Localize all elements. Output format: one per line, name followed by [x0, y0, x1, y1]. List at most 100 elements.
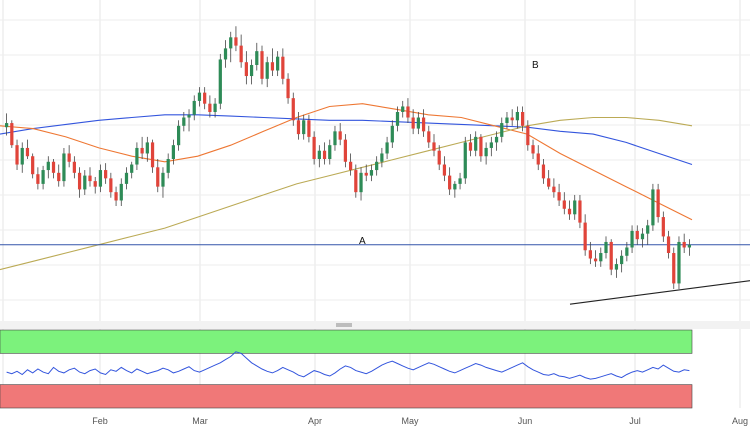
- candle-body: [354, 170, 358, 193]
- candle: [687, 239, 692, 256]
- candle-body: [322, 150, 327, 159]
- candle: [239, 34, 243, 68]
- moving-average-line-3: [0, 116, 693, 271]
- candle: [359, 167, 363, 201]
- candle: [124, 167, 129, 190]
- candle-body: [687, 244, 692, 248]
- candle: [135, 142, 139, 171]
- candle-body: [343, 139, 348, 162]
- oscillator-line: [6, 351, 690, 380]
- candle: [453, 181, 457, 198]
- candle-body: [474, 136, 478, 151]
- candle-body: [437, 150, 441, 165]
- candle-body: [567, 208, 572, 215]
- candle: [150, 139, 155, 173]
- candle: [401, 100, 405, 118]
- candle-body: [109, 178, 113, 193]
- candle-body: [500, 123, 504, 137]
- candle-body: [421, 117, 426, 132]
- moving-average-lines: [0, 103, 693, 271]
- candle: [573, 194, 577, 220]
- candle-body: [630, 230, 634, 248]
- candle: [494, 131, 499, 151]
- candle-body: [213, 103, 217, 112]
- splitter-grip-icon[interactable]: [336, 323, 352, 327]
- x-tick-label: Mar: [192, 416, 208, 426]
- oscillator-panel: [0, 329, 693, 409]
- candle: [354, 164, 358, 198]
- candle-body: [166, 159, 170, 173]
- candle-body: [239, 45, 243, 63]
- candle: [364, 164, 368, 182]
- candle-body: [609, 241, 613, 270]
- panel-splitter-bar[interactable]: [0, 321, 750, 329]
- candle: [10, 120, 14, 148]
- candle: [526, 120, 530, 151]
- candle-body: [411, 117, 415, 129]
- candle-body: [10, 123, 14, 146]
- candle-body: [541, 164, 546, 179]
- candle-body: [416, 117, 420, 129]
- candle-body: [46, 161, 50, 171]
- candle-body: [526, 125, 530, 146]
- candle: [651, 183, 655, 231]
- candle-body: [442, 164, 447, 176]
- candle: [500, 117, 504, 143]
- candle-body: [489, 142, 493, 148]
- candle: [213, 98, 217, 118]
- candle: [666, 230, 671, 259]
- candle-body: [536, 153, 540, 165]
- candle-body: [448, 175, 452, 190]
- candle: [296, 111, 301, 140]
- candle-body: [348, 161, 353, 171]
- candle: [343, 134, 348, 168]
- candle-body: [453, 183, 457, 190]
- candle: [557, 183, 561, 207]
- candle: [458, 172, 462, 190]
- candle: [166, 153, 170, 179]
- candle-body: [380, 153, 384, 162]
- candle: [192, 95, 196, 121]
- candle-body: [661, 217, 665, 237]
- candle-body: [364, 172, 368, 176]
- candle-body: [620, 255, 624, 265]
- trendline: [569, 280, 750, 305]
- candle-body: [161, 172, 165, 187]
- candle-body: [385, 142, 389, 154]
- candle: [468, 134, 473, 157]
- x-tick-label: May: [401, 416, 419, 426]
- x-tick-label: Aug: [732, 416, 748, 426]
- candle: [380, 147, 384, 168]
- candle: [67, 145, 71, 168]
- candle-body: [265, 62, 269, 79]
- candle: [479, 134, 483, 162]
- candle-body: [114, 192, 118, 201]
- candle-body: [119, 183, 123, 201]
- candle-body: [176, 125, 181, 146]
- candle-body: [395, 111, 400, 126]
- candle: [244, 51, 248, 85]
- candle: [515, 106, 520, 129]
- candle: [427, 125, 431, 148]
- candle: [4, 113, 9, 136]
- x-tick-label: Apr: [308, 416, 322, 426]
- candle-body: [286, 78, 290, 99]
- candle: [109, 172, 113, 198]
- candle-body: [130, 164, 134, 173]
- moving-average-line-2: [0, 103, 693, 221]
- candle: [432, 134, 436, 157]
- candle: [286, 73, 290, 104]
- candle-body: [124, 172, 129, 184]
- candle-body: [192, 100, 196, 115]
- candle: [203, 87, 207, 110]
- candle-body: [573, 200, 577, 215]
- candle: [421, 109, 426, 137]
- candle: [176, 120, 181, 151]
- candle-body: [463, 142, 467, 179]
- candle: [77, 167, 82, 198]
- candle-body: [41, 170, 45, 184]
- candle: [661, 211, 665, 242]
- candle: [583, 214, 587, 256]
- candle-body: [187, 114, 191, 118]
